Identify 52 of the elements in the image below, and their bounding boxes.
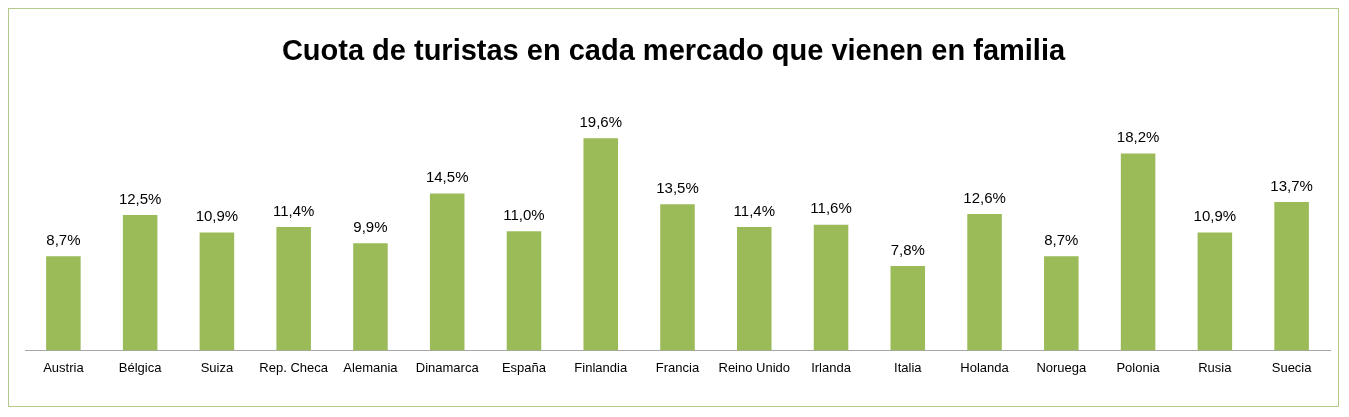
bar	[813, 224, 849, 351]
data-label: 11,4%	[733, 201, 775, 219]
x-tick-label: Francia	[655, 359, 700, 375]
data-label: 10,9%	[195, 207, 239, 225]
data-label: 14,5%	[425, 168, 469, 186]
data-label: 12,5%	[118, 189, 162, 207]
data-label: 7,8%	[890, 240, 925, 258]
x-tick-label: España	[501, 359, 547, 375]
data-label: 11,0%	[503, 205, 545, 223]
bar	[353, 243, 388, 351]
data-label: 18,2%	[1116, 128, 1160, 146]
bar	[1197, 232, 1233, 351]
bar	[736, 227, 772, 351]
bar	[276, 227, 311, 351]
data-label: 10,9%	[1193, 207, 1237, 225]
bar	[967, 214, 1002, 351]
bar	[1044, 256, 1079, 351]
x-tick-label: Suiza	[200, 359, 234, 375]
x-tick-label: Rep. Checa	[259, 359, 329, 375]
x-tick-label: Alemania	[343, 359, 399, 375]
data-label: 11,4%	[272, 201, 315, 219]
bar	[890, 265, 926, 351]
data-label: 9,9%	[353, 217, 388, 235]
bar	[1120, 153, 1156, 351]
x-tick-label: Holanda	[960, 359, 1010, 375]
bar	[429, 193, 465, 351]
x-tick-label: Reino Unido	[718, 359, 791, 375]
bar	[122, 215, 158, 351]
data-label: 8,7%	[1044, 230, 1079, 248]
x-tick-label: Austria	[43, 359, 85, 375]
x-tick-label: Suecia	[1271, 359, 1313, 375]
x-tick-label: Irlanda	[811, 359, 852, 375]
x-tick-label: Italia	[894, 359, 923, 375]
bar	[506, 231, 542, 351]
x-tick-label: Bélgica	[118, 359, 163, 375]
chart-title: Cuota de turistas en cada mercado que vienen en familia	[281, 34, 1066, 67]
bar	[199, 232, 235, 351]
data-label: 8,7%	[46, 230, 81, 248]
x-tick-label: Noruega	[1036, 359, 1088, 375]
x-tick-label: Rusia	[1198, 359, 1233, 375]
data-label: 13,5%	[656, 178, 699, 196]
data-label: 19,6%	[579, 112, 623, 130]
bar	[46, 256, 81, 351]
data-label: 11,6%	[810, 199, 852, 217]
data-label: 13,7%	[1270, 176, 1313, 194]
x-tick-label: Dinamarca	[415, 359, 480, 375]
data-label: 12,6%	[963, 188, 1006, 206]
x-tick-label: Polonia	[1116, 359, 1161, 375]
bar	[1274, 202, 1309, 351]
bar	[583, 138, 619, 351]
bar	[660, 204, 695, 351]
x-tick-label: Finlandia	[574, 359, 628, 375]
